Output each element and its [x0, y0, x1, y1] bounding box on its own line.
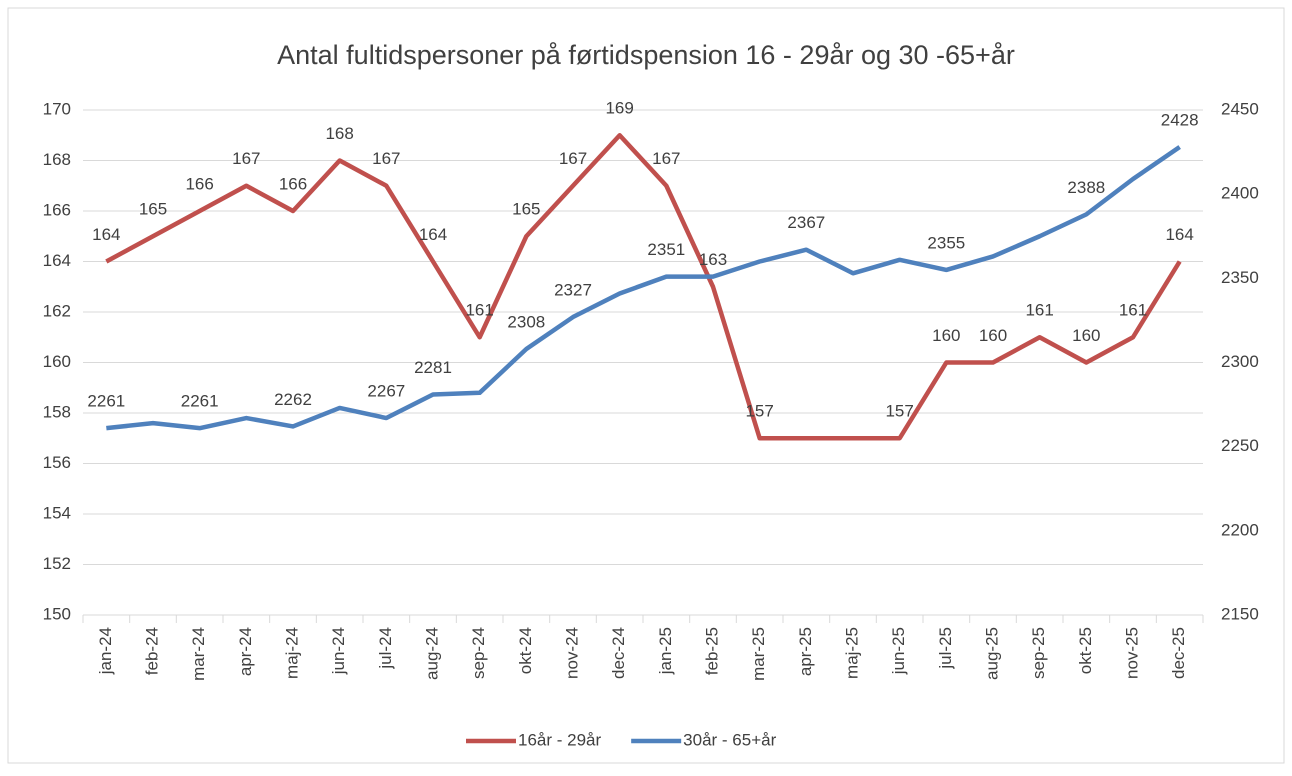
- data-label: 161: [1025, 301, 1053, 320]
- data-label: 157: [745, 402, 773, 421]
- series-line: [106, 145, 1181, 431]
- chart-title: Antal fultidspersoner på førtidspension …: [277, 40, 1015, 70]
- data-label: 161: [1119, 301, 1147, 320]
- y2-tick-label: 2150: [1221, 604, 1259, 623]
- data-label: 157: [885, 402, 913, 421]
- x-tick-label: dec-25: [1169, 627, 1188, 679]
- x-tick-label: nov-25: [1122, 627, 1141, 679]
- data-label: 167: [559, 149, 587, 168]
- y2-tick-label: 2400: [1221, 184, 1259, 203]
- data-label: 2428: [1161, 111, 1199, 130]
- data-label: 2261: [181, 392, 219, 411]
- y-tick-label: 156: [43, 453, 71, 472]
- data-label: 2308: [507, 313, 545, 332]
- data-label: 164: [419, 225, 447, 244]
- chart-border: [7, 7, 1285, 764]
- data-label: 2262: [274, 390, 312, 409]
- x-tick-label: okt-25: [1076, 627, 1095, 674]
- x-tick-label: nov-24: [562, 627, 581, 679]
- x-tick-label: aug-24: [422, 627, 441, 680]
- data-label: 2355: [927, 233, 965, 252]
- x-tick-label: mar-25: [749, 627, 768, 681]
- data-label: 165: [139, 200, 167, 219]
- y2-tick-label: 2200: [1221, 520, 1259, 539]
- x-tick-label: sep-25: [1029, 627, 1048, 679]
- x-tick-label: apr-24: [236, 627, 255, 676]
- x-tick-label: maj-25: [842, 627, 861, 679]
- x-tick-label: maj-24: [282, 627, 301, 679]
- data-label: 160: [932, 326, 960, 345]
- x-tick-label: okt-24: [516, 627, 535, 674]
- y2-tick-label: 2300: [1221, 352, 1259, 371]
- y2-tick-label: 2450: [1221, 99, 1259, 118]
- data-label: 166: [185, 174, 213, 193]
- data-label: 164: [92, 225, 120, 244]
- data-label: 2267: [367, 382, 405, 401]
- x-tick-label: aug-25: [982, 627, 1001, 680]
- series-line: [105, 133, 1182, 441]
- legend-label: 30år - 65+år: [683, 730, 776, 749]
- legend-label: 16år - 29år: [518, 730, 601, 749]
- y-tick-label: 170: [43, 99, 71, 118]
- y-tick-label: 162: [43, 301, 71, 320]
- data-label: 2281: [414, 358, 452, 377]
- y-tick-label: 150: [43, 604, 71, 623]
- y-tick-label: 158: [43, 402, 71, 421]
- data-label: 2367: [787, 213, 825, 232]
- y-tick-label: 154: [43, 503, 71, 522]
- data-label: 2351: [647, 240, 685, 259]
- x-tick-label: mar-24: [189, 627, 208, 681]
- x-tick-label: sep-24: [469, 627, 488, 679]
- data-label: 165: [512, 200, 540, 219]
- x-tick-label: apr-25: [796, 627, 815, 676]
- x-tick-label: jul-25: [936, 627, 955, 670]
- data-label: 2261: [87, 392, 125, 411]
- x-tick-label: jan-24: [96, 627, 115, 675]
- data-label: 168: [325, 124, 353, 143]
- data-label: 160: [979, 326, 1007, 345]
- data-label: 167: [652, 149, 680, 168]
- data-label: 2327: [554, 281, 592, 300]
- x-tick-label: jun-25: [889, 627, 908, 675]
- data-label: 166: [279, 174, 307, 193]
- data-label: 160: [1072, 326, 1100, 345]
- y-tick-label: 160: [43, 352, 71, 371]
- data-label: 161: [465, 301, 493, 320]
- y-tick-label: 152: [43, 554, 71, 573]
- x-tick-label: jul-24: [376, 627, 395, 670]
- data-label: 167: [372, 149, 400, 168]
- data-label: 164: [1165, 225, 1193, 244]
- y-tick-label: 168: [43, 150, 71, 169]
- data-label: 167: [232, 149, 260, 168]
- data-label: 169: [605, 99, 633, 118]
- y-tick-label: 164: [43, 251, 71, 270]
- y2-tick-label: 2350: [1221, 268, 1259, 287]
- y2-tick-label: 2250: [1221, 436, 1259, 455]
- x-tick-label: dec-24: [609, 627, 628, 679]
- x-tick-label: feb-25: [702, 627, 721, 675]
- x-tick-label: jan-25: [656, 627, 675, 675]
- x-tick-label: feb-24: [142, 627, 161, 675]
- y-tick-label: 166: [43, 200, 71, 219]
- data-label: 163: [699, 250, 727, 269]
- data-label: 2388: [1067, 178, 1105, 197]
- x-tick-label: jun-24: [329, 627, 348, 675]
